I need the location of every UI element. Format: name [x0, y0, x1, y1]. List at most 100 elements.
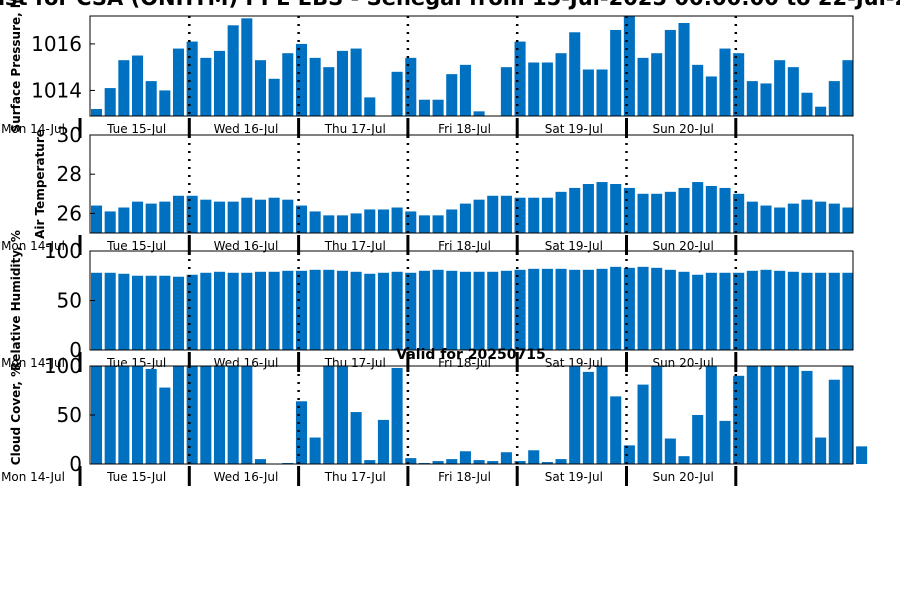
bar: [582, 184, 594, 233]
y-axis-label: Surface Pressure, h: [9, 0, 23, 132]
bar: [828, 272, 840, 350]
bar: [172, 48, 185, 117]
bar: [555, 268, 567, 350]
chart-panels: 1014 1016 Mon 14-Jul Tue 15-Jul Wed 16-Jul Th…: [1, 0, 868, 486]
bar: [432, 99, 444, 116]
bar: [678, 456, 690, 464]
bar: [323, 215, 335, 233]
bar: [582, 371, 594, 464]
bar: [172, 366, 185, 464]
bar: [528, 268, 540, 350]
bar: [186, 366, 198, 464]
bar: [323, 67, 335, 116]
bar: [582, 69, 594, 116]
bar: [678, 187, 690, 233]
bar: [828, 203, 840, 233]
bar: [473, 111, 485, 116]
bar: [309, 57, 321, 116]
bar: [336, 50, 348, 116]
bar: [268, 271, 280, 350]
bar: [118, 366, 130, 464]
bar: [719, 420, 731, 464]
bar: [801, 92, 813, 116]
bar: [610, 29, 622, 117]
bar: [131, 201, 144, 233]
bar: [91, 272, 103, 350]
bar: [637, 384, 649, 464]
bar: [514, 269, 526, 350]
bar: [760, 83, 772, 116]
bar: [118, 60, 130, 116]
bar: [268, 197, 280, 233]
bar: [186, 274, 198, 350]
bar: [651, 366, 663, 464]
bar: [692, 64, 704, 116]
bar: [159, 90, 171, 116]
bar: [746, 81, 758, 116]
bar: [760, 269, 772, 350]
bar: [596, 182, 608, 233]
bar: [774, 366, 786, 464]
x-tick-label: Wed 16-Jul: [214, 122, 279, 136]
bar: [200, 57, 212, 116]
bar: [159, 387, 171, 464]
bar: [91, 366, 103, 464]
bar: [733, 193, 745, 233]
y-tick-label: 26: [57, 201, 82, 225]
bar: [254, 199, 267, 233]
bar: [842, 272, 854, 350]
y-tick-label: 30: [57, 123, 82, 147]
bar: [118, 207, 130, 233]
bar: [473, 199, 485, 233]
bar: [733, 53, 745, 116]
bar: [746, 366, 758, 464]
bar: [651, 53, 663, 116]
bar: [350, 213, 362, 233]
bar: [596, 268, 608, 350]
bar: [473, 460, 485, 464]
bar: [487, 461, 499, 464]
bar: [637, 57, 649, 116]
bar: [405, 458, 417, 464]
bar: [432, 215, 444, 233]
bar: [705, 272, 717, 350]
y-tick-label: 1014: [31, 78, 82, 102]
bar: [651, 193, 663, 233]
x-tick-label: Mon 14-Jul: [1, 356, 65, 370]
bar: [254, 271, 267, 350]
bar: [418, 270, 430, 350]
bar: [432, 269, 444, 350]
bar: [391, 207, 403, 233]
bar: [131, 55, 144, 116]
bar: [336, 270, 348, 350]
bar: [282, 270, 294, 350]
bar: [774, 60, 786, 116]
bar: [787, 203, 799, 233]
bar: [842, 60, 854, 116]
bar: [623, 16, 635, 116]
bar: [664, 438, 676, 464]
bar: [241, 197, 253, 233]
bar: [774, 207, 786, 233]
bar: [336, 366, 348, 464]
x-tick-label: Fri 18-Jul: [438, 122, 491, 136]
bar: [377, 419, 389, 464]
bar: [815, 437, 827, 464]
chart-title: ast for CSA (ONHTM) PPE EBS - Senegal fr…: [0, 0, 900, 10]
x-tick-label: Fri 18-Jul: [438, 470, 491, 484]
y-axis-label: Relative Humidity, %: [9, 230, 23, 371]
y-tick-label: 100: [44, 354, 82, 378]
x-tick-label: Sat 19-Jul: [545, 122, 603, 136]
bar: [364, 460, 376, 464]
y-axis-label: Cloud Cover, %: [9, 365, 23, 465]
bar: [104, 211, 116, 233]
bar: [760, 366, 772, 464]
bar: [692, 415, 704, 464]
bar: [391, 71, 403, 116]
bar: [446, 459, 458, 464]
x-tick-label: Sat 19-Jul: [545, 470, 603, 484]
y-tick-label: 50: [57, 289, 82, 313]
bar: [405, 57, 417, 116]
bar: [487, 195, 499, 233]
